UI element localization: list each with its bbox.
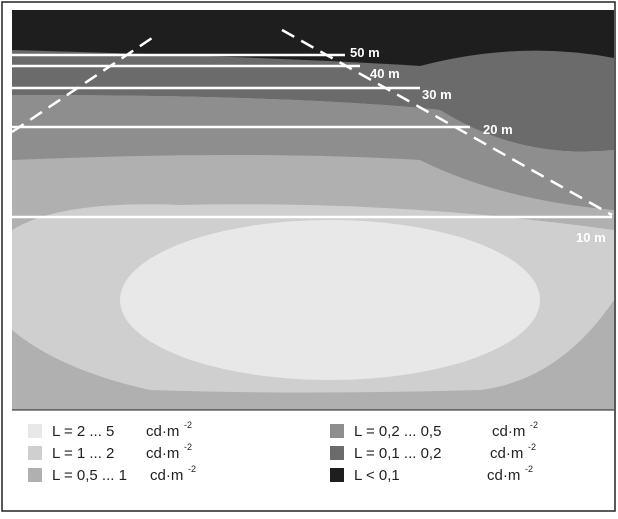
legend-swatch xyxy=(330,468,344,482)
legend-unit: cd·m xyxy=(492,423,525,440)
region xyxy=(120,220,540,380)
legend: L = 2 ... 5 cd·m -2L = 1 ... 2 cd·m -2L = 0,… xyxy=(28,420,538,484)
region xyxy=(12,50,614,152)
legend-swatch xyxy=(330,446,344,460)
road-edge xyxy=(281,28,613,217)
legend-exponent: -2 xyxy=(528,442,536,452)
legend-unit: cd·m xyxy=(146,445,179,462)
legend-label: L = 0,2 ... 0,5 xyxy=(354,423,441,440)
legend-label: L = 0,5 ... 1 xyxy=(52,467,127,484)
distance-labels: 50 m 40 m 30 m 20 m 10 m xyxy=(350,45,606,245)
legend-exponent: -2 xyxy=(184,420,192,430)
legend-label: L = 0,1 ... 0,2 xyxy=(354,445,441,462)
distance-label: 30 m xyxy=(422,87,452,102)
distance-label: 10 m xyxy=(576,230,606,245)
legend-swatch xyxy=(28,446,42,460)
legend-exponent: -2 xyxy=(188,464,196,474)
legend-exponent: -2 xyxy=(525,464,533,474)
legend-label: L = 2 ... 5 xyxy=(52,423,114,440)
legend-label: L < 0,1 xyxy=(354,467,400,484)
luminance-map: 50 m 40 m 30 m 20 m 10 m xyxy=(11,10,614,410)
region xyxy=(12,95,614,210)
legend-unit: cd·m xyxy=(150,467,183,484)
legend-exponent: -2 xyxy=(530,420,538,430)
distance-label: 40 m xyxy=(370,66,400,81)
road-edge xyxy=(11,32,159,134)
distance-label: 20 m xyxy=(483,122,513,137)
legend-unit: cd·m xyxy=(490,445,523,462)
legend-exponent: -2 xyxy=(184,442,192,452)
legend-swatch xyxy=(330,424,344,438)
legend-label: L = 1 ... 2 xyxy=(52,445,114,462)
legend-unit: cd·m xyxy=(146,423,179,440)
legend-swatch xyxy=(28,424,42,438)
distance-label: 50 m xyxy=(350,45,380,60)
distance-lines xyxy=(11,28,613,219)
legend-unit: cd·m xyxy=(487,467,520,484)
legend-swatch xyxy=(28,468,42,482)
